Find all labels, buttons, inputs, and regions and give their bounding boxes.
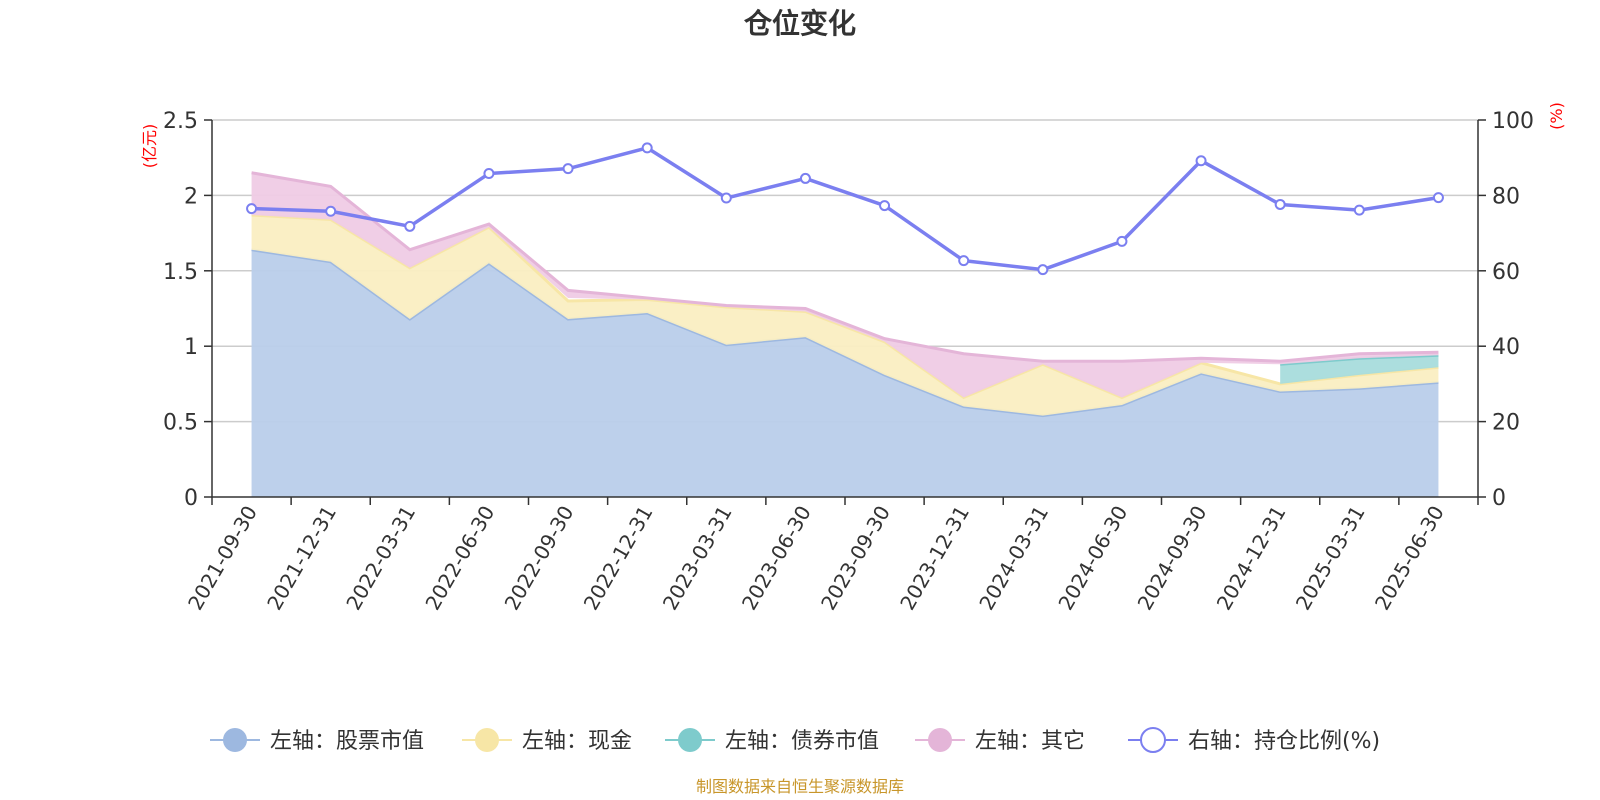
x-axis-tick-label: 2022-06-30 [420, 502, 499, 615]
left-axis-tick-label: 0.5 [163, 411, 198, 436]
ratio-line [251, 146, 1439, 272]
x-axis-tick-label: 2022-03-31 [341, 502, 420, 615]
legend-label: 左轴：债券市值 [725, 729, 879, 754]
right-axis-unit: (%) [1547, 102, 1566, 130]
ratio-point [1274, 198, 1286, 210]
data-source-note: 制图数据来自恒生聚源数据库 [696, 777, 904, 796]
x-axis-tick-label: 2024-12-31 [1212, 502, 1291, 615]
ratio-point [1353, 204, 1365, 216]
left-axis-tick-label: 1 [184, 335, 198, 360]
x-axis-tick-label: 2024-06-30 [1053, 502, 1132, 615]
ratio-point [562, 163, 574, 175]
legend: 左轴：股票市值 左轴：现金 左轴：债券市值 左轴：其它 右轴：持仓比例(%) [210, 727, 1380, 754]
legend-marker-icon [928, 728, 952, 752]
ratio-line-layer [246, 142, 1444, 276]
left-axis-tick-label: 2 [184, 184, 198, 209]
x-axis-tick-label: 2024-09-30 [1132, 502, 1211, 615]
left-axis-tick-label: 2.5 [163, 109, 198, 134]
right-axis-tick-label: 20 [1492, 411, 1520, 436]
ratio-point [1116, 235, 1128, 247]
left-axis-unit: (亿元) [140, 124, 159, 169]
legend-marker-icon [475, 728, 499, 752]
x-axis-tick-label: 2023-06-30 [737, 502, 816, 615]
legend-label: 右轴：持仓比例(%) [1188, 729, 1380, 754]
right-axis-tick-label: 80 [1492, 184, 1520, 209]
legend-marker-icon [678, 728, 702, 752]
chart-title: 仓位变化 [744, 7, 856, 40]
area-左轴：股票市值 [251, 249, 1439, 497]
x-axis-tick-label: 2025-06-30 [1370, 502, 1449, 615]
ratio-point [1037, 264, 1049, 276]
x-axis-tick-label: 2021-09-30 [183, 502, 262, 615]
left-axis-tick-label: 0 [184, 486, 198, 511]
legend-marker-circle-icon [1140, 727, 1166, 753]
x-axis-tick-label: 2022-09-30 [499, 502, 578, 615]
legend-label: 左轴：股票市值 [270, 729, 424, 754]
left-axis-tick-label: 1.5 [163, 260, 198, 285]
ratio-point [958, 255, 970, 267]
area-edge-左轴：其它 [251, 171, 1439, 363]
legend-marker-icon [223, 728, 247, 752]
ratio-point [799, 172, 811, 184]
ratio-point [246, 203, 258, 215]
x-axis-tick-label: 2023-03-31 [658, 502, 737, 615]
ratio-point [641, 142, 653, 154]
ratio-point [720, 192, 732, 204]
right-axis-tick-label: 40 [1492, 335, 1520, 360]
ratio-point [483, 168, 495, 180]
x-axis-tick-label: 2022-12-31 [579, 502, 658, 615]
right-axis-tick-label: 100 [1492, 109, 1534, 134]
x-axis-tick-label: 2024-03-31 [974, 502, 1053, 615]
ratio-point [879, 200, 891, 212]
ratio-point [325, 205, 337, 217]
ratio-point [1432, 192, 1444, 204]
stacked-areas [251, 171, 1439, 497]
legend-label: 左轴：现金 [522, 729, 632, 754]
right-axis-tick-label: 60 [1492, 260, 1520, 285]
ratio-point [1195, 155, 1207, 167]
x-axis-tick-label: 2021-12-31 [262, 502, 341, 615]
right-axis-tick-label: 0 [1492, 486, 1506, 511]
x-axis-tick-label: 2023-12-31 [895, 502, 974, 615]
x-axis-tick-label: 2023-09-30 [816, 502, 895, 615]
x-axis-tick-label: 2025-03-31 [1291, 502, 1370, 615]
legend-label: 左轴：其它 [975, 729, 1085, 754]
ratio-point [404, 220, 416, 232]
